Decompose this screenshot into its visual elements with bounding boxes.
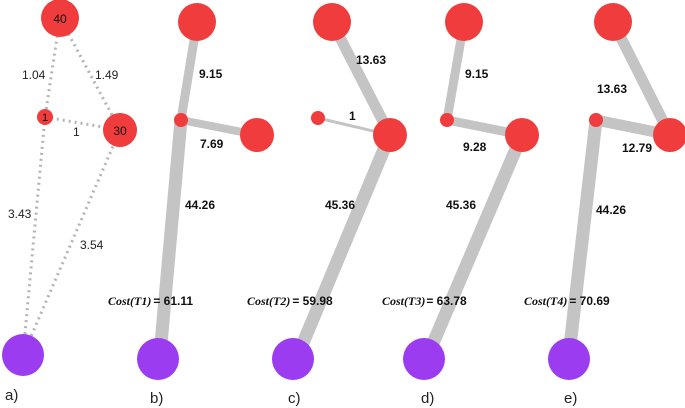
panel-e-letter: e) bbox=[564, 390, 577, 407]
weight-b-top-mid: 9.15 bbox=[199, 67, 223, 81]
node-d-right bbox=[505, 118, 539, 152]
weight-top-right: 1.49 bbox=[95, 68, 119, 82]
edge-right-bottom bbox=[21, 129, 122, 356]
edge-d-right-root bbox=[422, 132, 528, 358]
panel-e: 13.63 12.79 44.26 Cost(T4) = 70.69 e) bbox=[524, 3, 685, 407]
cost-e-value: = 70.69 bbox=[569, 294, 610, 308]
node-d-top bbox=[445, 3, 483, 41]
cost-d: Cost(T3)= 63.78 bbox=[382, 294, 467, 308]
weight-c-mid-right: 1 bbox=[349, 109, 356, 123]
edge-c-right-root bbox=[292, 132, 396, 358]
cost-c: Cost(T2) = 59.98 bbox=[247, 294, 333, 308]
edge-e-top-right bbox=[608, 19, 675, 138]
panel-c: 13.63 1 45.36 Cost(T2) = 59.98 c) bbox=[247, 3, 407, 407]
cost-e-label: Cost(T4) bbox=[524, 294, 567, 308]
node-right bbox=[103, 113, 137, 147]
panel-b: 9.15 7.69 44.26 Cost(T1) = 61.11 b) bbox=[108, 3, 274, 407]
weight-d-right-root: 45.36 bbox=[446, 198, 476, 212]
edge-b-mid-root bbox=[153, 119, 188, 356]
cost-b-label: Cost(T1) bbox=[108, 294, 151, 308]
node-root bbox=[2, 334, 44, 376]
node-mid-label: 1 bbox=[42, 112, 48, 124]
edge-mid-bottom bbox=[21, 116, 47, 356]
weight-right-bottom: 3.54 bbox=[80, 238, 104, 252]
cost-c-label: Cost(T2) bbox=[247, 294, 290, 308]
node-e-right bbox=[653, 118, 685, 152]
weight-e-mid-root: 44.26 bbox=[596, 203, 626, 217]
weight-d-top-mid: 9.15 bbox=[465, 67, 489, 81]
weight-mid-right: 1 bbox=[73, 125, 80, 139]
edge-mid-right bbox=[44, 115, 121, 132]
node-c-right bbox=[373, 118, 407, 152]
panel-d: 9.15 9.28 45.36 Cost(T3)= 63.78 d) bbox=[382, 3, 539, 407]
node-top bbox=[41, 0, 79, 37]
cost-b: Cost(T1) = 61.11 bbox=[108, 294, 193, 308]
node-d-root bbox=[403, 338, 445, 380]
weight-c-right-root: 45.36 bbox=[325, 198, 355, 212]
cost-c-value: = 59.98 bbox=[292, 294, 333, 308]
node-b-root bbox=[137, 338, 179, 380]
node-b-mid bbox=[174, 113, 188, 127]
weight-c-top-right: 13.63 bbox=[356, 53, 386, 67]
cost-b-value: = 61.11 bbox=[153, 294, 193, 308]
panel-b-letter: b) bbox=[150, 390, 163, 407]
weight-mid-bottom: 3.43 bbox=[8, 207, 32, 221]
node-top-label: 40 bbox=[53, 12, 67, 26]
weight-e-mid-right: 12.79 bbox=[622, 141, 652, 155]
node-d-mid bbox=[440, 113, 454, 127]
weight-top-mid: 1.04 bbox=[22, 68, 46, 82]
node-b-right bbox=[240, 118, 274, 152]
node-right-label: 30 bbox=[113, 124, 127, 138]
node-b-top bbox=[178, 3, 216, 41]
node-c-mid bbox=[311, 111, 325, 125]
panel-c-letter: c) bbox=[288, 390, 301, 407]
node-c-root bbox=[272, 338, 314, 380]
node-mid bbox=[37, 109, 53, 125]
cost-d-value: = 63.78 bbox=[426, 294, 467, 308]
cost-d-label: Cost(T3) bbox=[382, 294, 425, 308]
panel-a-letter: a) bbox=[5, 387, 18, 404]
panel-a: 40 1 30 1.04 1.49 1 3.43 3.54 a) bbox=[2, 0, 137, 404]
weight-d-mid-right: 9.28 bbox=[463, 140, 487, 154]
edge-e-mid-root bbox=[562, 119, 603, 356]
weight-e-top-right: 13.63 bbox=[597, 82, 627, 96]
panel-d-letter: d) bbox=[421, 390, 434, 407]
weight-b-mid-root: 44.26 bbox=[185, 198, 215, 212]
cost-e: Cost(T4) = 70.69 bbox=[524, 294, 610, 308]
node-c-top bbox=[313, 3, 351, 41]
node-e-mid bbox=[589, 113, 603, 127]
node-e-root bbox=[548, 338, 590, 380]
edge-c-top-right bbox=[327, 19, 395, 138]
node-e-top bbox=[594, 3, 632, 41]
weight-b-mid-right: 7.69 bbox=[200, 137, 224, 151]
panel-a-dotted-edges bbox=[21, 17, 122, 356]
